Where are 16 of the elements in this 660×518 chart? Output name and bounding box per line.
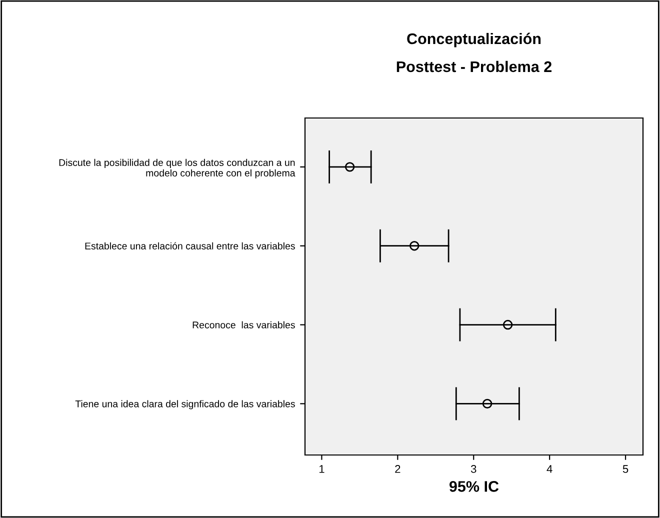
x-tick-label: 1 — [319, 465, 324, 473]
point — [482, 398, 492, 409]
x-tick-label: 4 — [546, 465, 552, 473]
x-axis-title: 95% IC — [449, 481, 499, 492]
x-tick-label: 3 — [470, 465, 476, 473]
point — [344, 162, 355, 172]
y-tick-label: Tiene una idea clara del signficado de las variables — [75, 400, 295, 410]
x-tick-label: 5 — [622, 465, 628, 473]
point — [502, 320, 513, 330]
y-tick-label: Discute la posibilidad de que los datos conduzcan a un modelo coherente con el problema — [59, 158, 296, 178]
chart-title: Conceptualización — [407, 32, 541, 48]
chart-subtitle: Posttest - Problema 2 — [396, 60, 552, 72]
y-tick-label: Reconoce las variables — [192, 321, 295, 328]
x-tick-label: 2 — [395, 465, 400, 473]
point — [410, 240, 420, 251]
y-tick-label: Establece una relación causal entre las variables — [85, 242, 295, 250]
